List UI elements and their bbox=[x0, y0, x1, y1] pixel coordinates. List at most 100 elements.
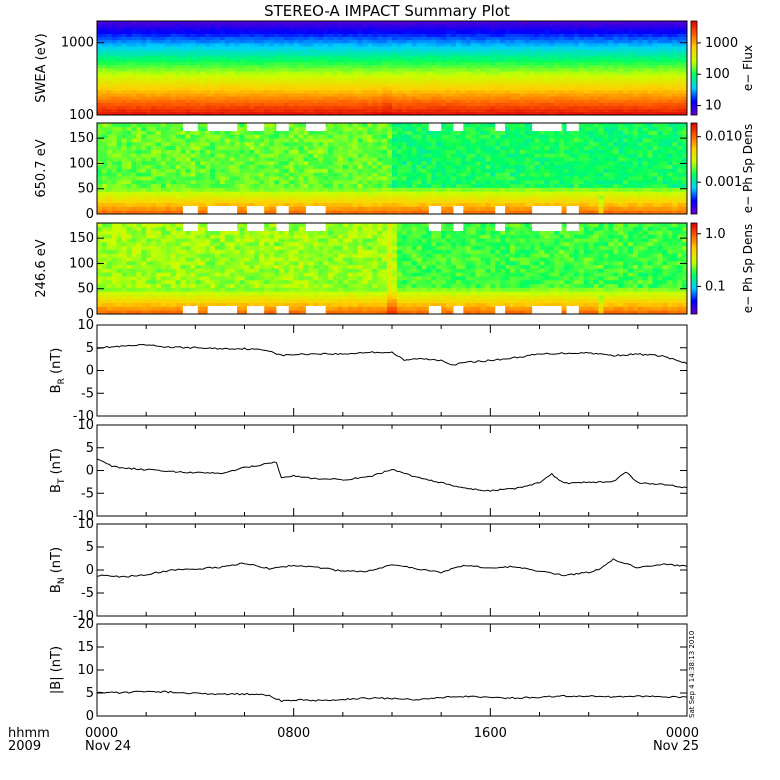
spectrogram-cell bbox=[215, 77, 221, 81]
spectrogram-cell bbox=[672, 74, 678, 78]
spectrogram-cell bbox=[269, 80, 275, 85]
spectrogram-cell bbox=[200, 36, 206, 41]
spectrogram-cell bbox=[97, 157, 103, 162]
spectrogram-cell bbox=[593, 71, 599, 75]
spectrogram-cell bbox=[411, 83, 417, 88]
spectrogram-cell bbox=[662, 39, 668, 44]
spectrogram-cell bbox=[185, 77, 191, 81]
spectrogram-cell bbox=[578, 99, 585, 103]
spectrogram-cell bbox=[156, 49, 162, 53]
spectrogram-cell bbox=[303, 141, 309, 147]
spectrogram-cell bbox=[210, 96, 216, 100]
spectrogram-cell bbox=[160, 80, 167, 85]
spectrogram-cell bbox=[677, 105, 683, 110]
spectrogram-cell bbox=[101, 96, 108, 100]
spectrogram-cell bbox=[234, 176, 240, 181]
spectrogram-cell bbox=[401, 46, 408, 50]
spectrogram-cell bbox=[224, 191, 231, 196]
spectrogram-cell bbox=[136, 27, 142, 31]
spectrogram-cell bbox=[505, 89, 511, 94]
spectrogram-cell bbox=[411, 96, 417, 100]
spectrogram-cell bbox=[328, 102, 334, 106]
spectrogram-cell bbox=[141, 46, 147, 50]
spectrogram-cell bbox=[387, 74, 393, 78]
spectrogram-cell bbox=[593, 77, 599, 81]
spectrogram-cell bbox=[298, 198, 304, 204]
spectrogram-cell bbox=[249, 141, 255, 147]
spectrogram-cell bbox=[259, 39, 265, 44]
spectrogram-cell bbox=[357, 210, 363, 215]
spectrogram-cell bbox=[628, 71, 634, 75]
spectrogram-cell bbox=[200, 202, 206, 207]
spectrogram-cell bbox=[431, 42, 437, 47]
spectrogram-cell bbox=[136, 111, 142, 116]
spectrogram-cell bbox=[156, 80, 162, 85]
spectrogram-cell bbox=[313, 46, 319, 50]
spectrogram-cell bbox=[637, 80, 644, 85]
spectrogram-cell bbox=[165, 24, 172, 28]
spectrogram-cell bbox=[490, 33, 496, 38]
spectrogram-cell bbox=[328, 68, 334, 72]
spectrogram-cell bbox=[254, 153, 260, 158]
spectrogram-cell bbox=[244, 108, 250, 113]
spectrogram-cell bbox=[288, 42, 295, 47]
spectrogram-cell bbox=[106, 160, 113, 166]
spectrogram-cell bbox=[667, 52, 673, 56]
spectrogram-cell bbox=[569, 21, 575, 25]
spectrogram-cell bbox=[672, 61, 678, 66]
spectrogram-cell bbox=[323, 86, 329, 91]
spectrogram-cell bbox=[328, 183, 334, 188]
spectrogram-cell bbox=[524, 86, 531, 91]
spectrogram-cell bbox=[465, 102, 472, 106]
spectrogram-cell bbox=[131, 77, 137, 81]
spectrogram-cell bbox=[205, 77, 211, 81]
spectrogram-cell bbox=[219, 61, 226, 66]
spectrogram-cell bbox=[323, 89, 329, 94]
spectrogram-cell bbox=[170, 55, 177, 59]
spectrogram-cell bbox=[642, 33, 649, 38]
spectrogram-cell bbox=[205, 108, 211, 113]
spectrogram-cell bbox=[608, 105, 614, 110]
spectrogram-cell bbox=[195, 164, 201, 169]
spectrogram-cell bbox=[431, 64, 437, 69]
spectrogram-cell bbox=[283, 83, 290, 88]
spectrogram-cell bbox=[323, 77, 329, 81]
spectrogram-cell bbox=[524, 105, 531, 110]
spectrogram-cell bbox=[401, 99, 408, 103]
spectrogram-cell bbox=[146, 123, 152, 128]
spectrogram-cell bbox=[500, 74, 506, 78]
spectrogram-cell bbox=[126, 24, 132, 28]
spectrogram-cell bbox=[156, 33, 162, 38]
spectrogram-cell bbox=[190, 108, 196, 113]
spectrogram-cell bbox=[185, 24, 191, 28]
spectrogram-cell bbox=[254, 93, 260, 97]
spectrogram-cell bbox=[677, 108, 683, 113]
spectrogram-cell bbox=[175, 123, 181, 128]
spectrogram-cell bbox=[269, 83, 275, 88]
spectrogram-cell bbox=[116, 111, 122, 116]
spectrogram-cell bbox=[583, 74, 590, 78]
spectrogram-cell bbox=[165, 123, 172, 128]
spectrogram-cell bbox=[269, 49, 275, 53]
spectrogram-cell bbox=[514, 71, 521, 75]
spectrogram-cell bbox=[362, 145, 368, 150]
spectrogram-cell bbox=[111, 49, 118, 53]
spectrogram-cell bbox=[185, 164, 191, 169]
spectrogram-cell bbox=[97, 138, 103, 143]
spectrogram-cell bbox=[126, 149, 132, 154]
spectrogram-cell bbox=[421, 55, 427, 59]
spectrogram-cell bbox=[342, 80, 349, 85]
spectrogram-cell bbox=[475, 49, 481, 53]
spectrogram-cell bbox=[647, 42, 653, 47]
spectrogram-cell bbox=[500, 71, 506, 75]
spectrogram-cell bbox=[569, 30, 575, 34]
spectrogram-cell bbox=[318, 33, 324, 38]
spectrogram-cell bbox=[200, 96, 206, 100]
spectrogram-cell bbox=[495, 96, 501, 100]
spectrogram-cell bbox=[328, 191, 334, 196]
spectrogram-cell bbox=[524, 42, 531, 47]
spectrogram-cell bbox=[151, 96, 157, 100]
spectrogram-cell bbox=[337, 99, 344, 103]
spectrogram-cell bbox=[308, 198, 314, 204]
spectrogram-cell bbox=[647, 96, 653, 100]
